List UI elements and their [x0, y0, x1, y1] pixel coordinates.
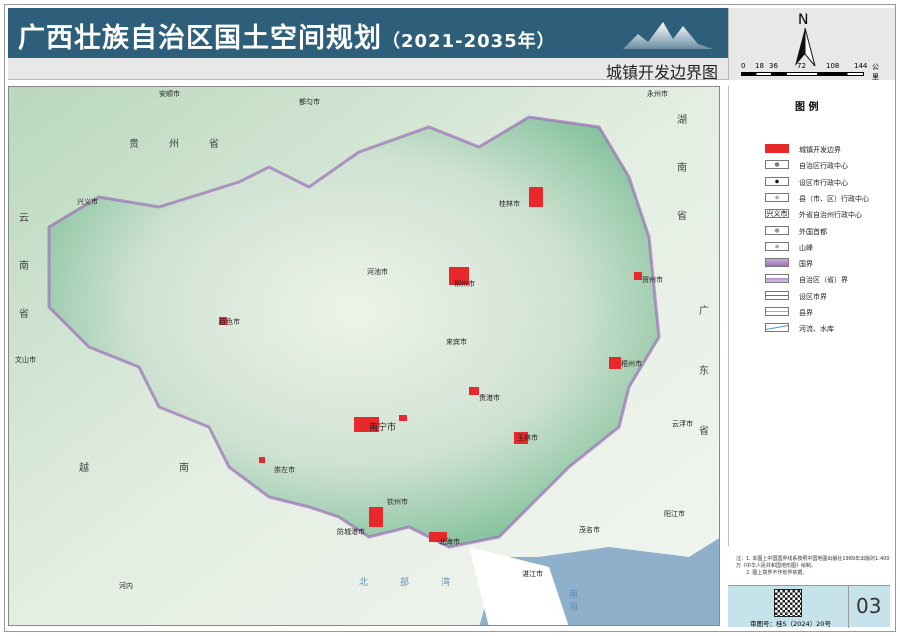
city-label: 桂林市 [499, 200, 520, 208]
city-label: 阳江市 [664, 510, 685, 518]
city-label: 河内 [119, 582, 133, 590]
qr-code-icon[interactable] [774, 589, 802, 617]
legend-label: 自治区（省）界 [799, 276, 848, 285]
city-label: 钦州市 [387, 498, 408, 506]
map-graphic [9, 87, 719, 625]
footer: 审图号：桂S（2024）20号 03 [728, 585, 890, 628]
map-subtitle: 城镇开发边界图 [605, 63, 718, 82]
city-label: 来宾市 [446, 338, 467, 346]
city-label: 云浮市 [672, 420, 693, 428]
compass-scale-box: N 0 18 36 72 108 144 公里 [728, 8, 895, 81]
map-canvas[interactable]: 贵州省 湖南省 云南省 广东省 越南 北部湾 南海 安顺市 都匀市 永州市 兴义… [8, 86, 720, 626]
scale-tick: 144 [854, 62, 868, 70]
legend-label: 县界 [799, 309, 813, 317]
city-label: 永州市 [647, 90, 668, 98]
legend-label: 河流、水库 [799, 325, 834, 334]
legend-symbol-gray-dot [765, 225, 789, 235]
province-label: 云南省 [19, 213, 29, 320]
scale-tick: 18 [755, 62, 764, 70]
page-number: 03 [856, 594, 882, 618]
province-label: 贵州省 [129, 139, 249, 150]
city-label: 崇左市 [274, 466, 295, 474]
city-label: 南宁市 [369, 423, 397, 433]
city-label: 柳州市 [454, 280, 475, 288]
legend-label: 自治区行政中心 [799, 162, 848, 171]
guangxi-region [47, 115, 661, 549]
legend-symbol-black-dot [765, 176, 789, 186]
urban-boundaries [219, 187, 642, 542]
approval-number: 审图号：桂S（2024）20号 [750, 620, 831, 628]
legend-symbol-river [765, 323, 789, 333]
city-label: 河池市 [367, 268, 388, 276]
note-line: 2. 图上境界不作划界依据。 [746, 570, 808, 576]
city-label: 湛江市 [522, 570, 543, 578]
legend-symbol-small-dot [765, 192, 789, 202]
city-label: 贵港市 [479, 394, 500, 402]
legend-label: 设区市界 [799, 292, 827, 301]
legend-label: 山峰 [799, 243, 813, 252]
legend-symbol-text: 兴义市 [765, 209, 789, 219]
scale-unit: 公里 [872, 63, 879, 81]
legend-label: 外国首都 [799, 227, 827, 236]
legend-symbol-city-border [765, 290, 789, 300]
legend-symbol-national-border [765, 258, 789, 268]
legend-symbol-county-border [765, 307, 789, 316]
title-text: 广西壮族自治区国土空间规划 [18, 23, 382, 54]
province-label: 湖南省 [677, 115, 687, 222]
city-label: 玉林市 [517, 434, 538, 442]
province-label: 越南 [79, 463, 279, 474]
page-title: 广西壮族自治区国土空间规划（2021-2035年） [18, 16, 556, 55]
legend-symbol-circle-dot [765, 160, 789, 170]
legend-label: 县（市、区）行政中心 [799, 194, 869, 203]
city-label: 安顺市 [159, 90, 180, 98]
legend-symbol-province-border [765, 274, 789, 284]
sea-label: 北部湾 [359, 578, 483, 588]
legend-label: 设区市行政中心 [799, 178, 848, 187]
legend-panel: 图 例 城镇开发边界 自治区行政中心 设区市行政中心县（市、区）行政中心兴义市 外省自… [728, 86, 890, 546]
province-label: 广东省 [699, 306, 709, 437]
city-label: 贺州市 [642, 276, 663, 284]
legend-symbol-red-fill [765, 144, 789, 153]
note-line: 注：1. 本图上中国国界线系按照中国地图出版社1989年出版的1:400万《中华… [736, 556, 890, 569]
scale-tick: 0 [741, 62, 746, 70]
map-note: 注：1. 本图上中国国界线系按照中国地图出版社1989年出版的1:400万《中华… [736, 556, 892, 577]
city-label: 兴义市 [77, 198, 98, 206]
city-label: 北海市 [439, 538, 460, 546]
title-years: （2021-2035年） [382, 31, 556, 52]
legend-title: 图 例 [795, 102, 819, 113]
subtitle-bar: 城镇开发边界图 [8, 58, 728, 82]
city-label: 百色市 [219, 318, 240, 326]
scale-bar: 0 18 36 72 108 144 公里 [741, 62, 879, 81]
north-label: N [798, 12, 809, 28]
scale-tick: 108 [826, 62, 840, 70]
city-label: 文山市 [15, 356, 36, 364]
north-arrow-icon [795, 28, 816, 67]
mountain-logo-icon [623, 22, 713, 49]
city-label: 防城港市 [337, 528, 365, 536]
legend-label: 外省自治州行政中心 [799, 211, 862, 220]
city-label: 梧州市 [621, 360, 642, 368]
scale-tick: 36 [769, 62, 778, 70]
city-label: 都匀市 [299, 98, 320, 106]
scale-tick: 72 [797, 62, 806, 70]
legend-label: 城镇开发边界 [799, 146, 841, 154]
sea-label: 南海 [569, 590, 679, 613]
title-bar: 广西壮族自治区国土空间规划（2021-2035年） [8, 8, 728, 58]
legend-label: 国界 [799, 260, 813, 269]
legend-symbol-peak [765, 241, 789, 251]
city-label: 茂名市 [579, 526, 600, 534]
